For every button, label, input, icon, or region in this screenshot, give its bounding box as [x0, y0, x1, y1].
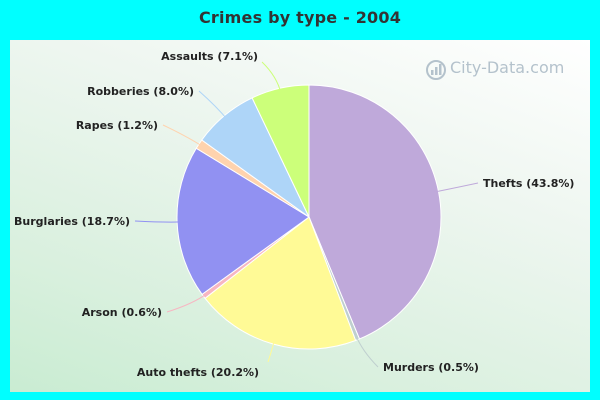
- leader-line-auto-thefts: [267, 338, 276, 363]
- watermark: City-Data.com: [426, 58, 586, 82]
- leader-line-assaults: [261, 61, 282, 95]
- slice-label-auto-thefts: Auto thefts (20.2%): [137, 366, 259, 379]
- city-data-logo-icon: [426, 60, 446, 80]
- slice-label-murders: Murders (0.5%): [383, 361, 479, 374]
- slice-label-burglaries: Burglaries (18.7%): [14, 215, 130, 228]
- leader-line-arson: [166, 292, 209, 313]
- leader-line-thefts: [432, 182, 479, 193]
- slice-label-arson: Arson (0.6%): [82, 306, 162, 319]
- watermark-text: City-Data.com: [450, 58, 565, 77]
- slice-label-thefts: Thefts (43.8%): [483, 177, 574, 190]
- leader-line-murders: [354, 334, 379, 368]
- slice-label-rapes: Rapes (1.2%): [76, 119, 158, 132]
- slice-label-assaults: Assaults (7.1%): [161, 50, 258, 63]
- chart-title: Crimes by type - 2004: [198, 8, 402, 27]
- leader-line-robberies: [198, 90, 229, 121]
- leader-line-rapes: [162, 124, 205, 148]
- leader-line-burglaries: [134, 220, 184, 223]
- slice-label-robberies: Robberies (8.0%): [87, 85, 194, 98]
